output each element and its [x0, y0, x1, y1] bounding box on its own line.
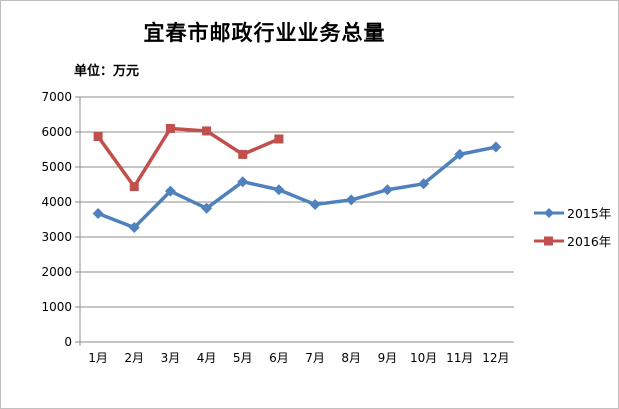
- data-point-marker-2016年: [238, 149, 248, 159]
- legend-item-2016: 2016年: [533, 230, 611, 251]
- data-point-marker-2015年: [128, 222, 140, 234]
- x-axis-label: 10月: [410, 351, 437, 365]
- data-point-marker-2015年: [454, 148, 466, 160]
- legend-label-2016: 2016年: [567, 234, 612, 249]
- x-axis-label: 2月: [124, 351, 144, 365]
- data-point-marker-2016年: [202, 126, 212, 136]
- series-line-2016年: [96, 126, 281, 189]
- y-axis-label: 5000: [41, 160, 72, 174]
- y-axis-label: 4000: [41, 195, 72, 209]
- x-axis-label: 4月: [197, 351, 217, 365]
- data-point-marker-2016年: [165, 124, 175, 133]
- data-point-marker-2016年: [274, 134, 284, 144]
- x-axis-label: 3月: [161, 351, 181, 365]
- data-point-marker-2016年: [129, 182, 139, 192]
- y-axis-label: 7000: [41, 90, 72, 104]
- data-point-marker-2015年: [201, 202, 213, 214]
- data-point-marker-2015年: [164, 185, 176, 197]
- legend-item-2015: 2015年: [533, 202, 611, 223]
- legend-marker-2015-icon: [534, 207, 564, 218]
- x-axis-label: 6月: [269, 351, 289, 365]
- data-point-marker-2015年: [490, 141, 502, 153]
- x-axis-label: 5月: [233, 351, 253, 365]
- legend-label-2015: 2015年: [567, 206, 612, 221]
- x-axis-label: 8月: [341, 351, 361, 365]
- data-point-marker-2015年: [273, 184, 285, 196]
- data-point-marker-2016年: [93, 132, 103, 142]
- y-axis-label: 3000: [41, 230, 72, 244]
- x-axis-label: 9月: [378, 351, 398, 365]
- series-line-2015年: [96, 145, 498, 230]
- y-axis-label: 0: [64, 335, 72, 349]
- x-axis-label: 11月: [446, 351, 473, 365]
- y-axis-label: 6000: [41, 125, 72, 139]
- y-axis-label: 2000: [41, 265, 72, 279]
- x-axis-label: 1月: [88, 351, 108, 365]
- chart-title: 宜春市邮政行业业务总量: [143, 20, 386, 45]
- legend-marker-2016-icon: [534, 236, 564, 245]
- data-point-marker-2015年: [92, 208, 104, 220]
- x-axis-label: 12月: [482, 351, 509, 365]
- data-point-marker-2015年: [237, 176, 249, 188]
- y-axis-label: 1000: [41, 300, 72, 314]
- data-point-marker-2015年: [381, 184, 393, 196]
- data-point-marker-2015年: [309, 198, 321, 210]
- data-point-marker-2015年: [345, 194, 357, 206]
- x-axis-label: 7月: [305, 351, 325, 365]
- data-point-marker-2015年: [418, 178, 430, 190]
- unit-label: 单位：万元: [74, 64, 140, 79]
- legend: 2015年 2016年: [533, 202, 611, 251]
